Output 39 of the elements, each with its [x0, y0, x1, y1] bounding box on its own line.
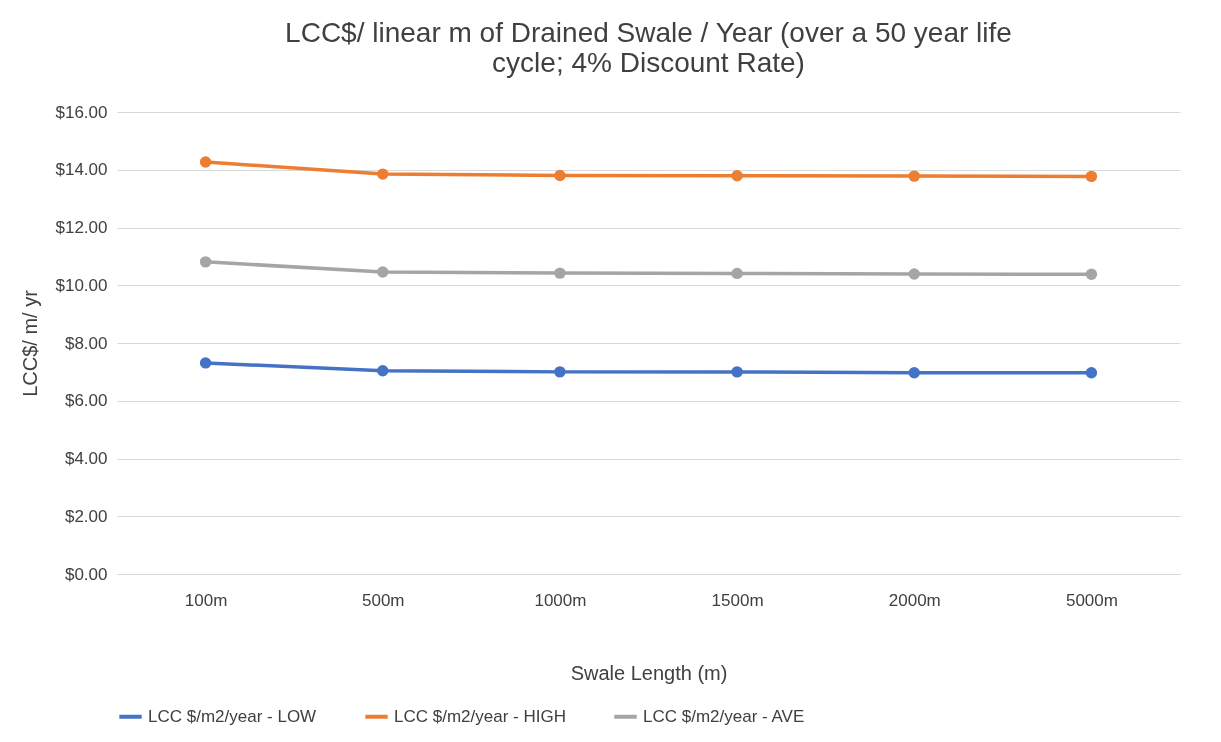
x-axis-title: Swale Length (m) [570, 661, 728, 684]
point [199, 156, 212, 168]
x-tick-label: 5000m [1065, 590, 1118, 610]
x-tick-label: 500m [361, 590, 405, 610]
y-tick-label: $2.00 [64, 506, 108, 526]
point [554, 267, 566, 279]
point [377, 266, 389, 278]
point [731, 170, 743, 182]
legend-label: LCC $/m2/year - AVE [643, 706, 805, 726]
legend-label: LCC $/m2/year - HIGH [394, 706, 566, 726]
point [554, 366, 566, 378]
point [1085, 367, 1098, 379]
point [1085, 170, 1098, 183]
point [908, 367, 920, 379]
point [731, 366, 743, 378]
x-tick-label: 1500m [711, 590, 764, 610]
legend-label: LCC $/m2/year - LOW [148, 706, 317, 726]
point [1085, 268, 1098, 280]
y-tick-label: $14.00 [55, 160, 108, 180]
point [377, 365, 389, 377]
point [908, 268, 920, 280]
y-tick-label: $4.00 [64, 449, 108, 468]
point [377, 168, 389, 180]
chart-title: LCC$/ linear m of Drained Swale / Year (over a 50 year life cycle; 4% Discount Rate) [285, 17, 1012, 78]
x-tick-label: 1000m [534, 590, 587, 610]
y-tick-label: $8.00 [64, 333, 108, 353]
y-tick-label: $12.00 [55, 218, 108, 237]
y-tick-label: $10.00 [55, 275, 108, 295]
point [199, 256, 212, 268]
y-tick-label: $16.00 [55, 102, 108, 122]
x-tick-label: 100m [184, 590, 228, 610]
x-tick-label: 2000m [888, 590, 941, 610]
y-axis-title: LCC$/ m/ yr [18, 289, 41, 397]
point [908, 170, 920, 182]
y-tick-label: $0.00 [64, 564, 108, 584]
point [199, 357, 212, 369]
y-tick-label: $6.00 [64, 391, 108, 411]
point [731, 267, 743, 280]
point [554, 169, 566, 182]
